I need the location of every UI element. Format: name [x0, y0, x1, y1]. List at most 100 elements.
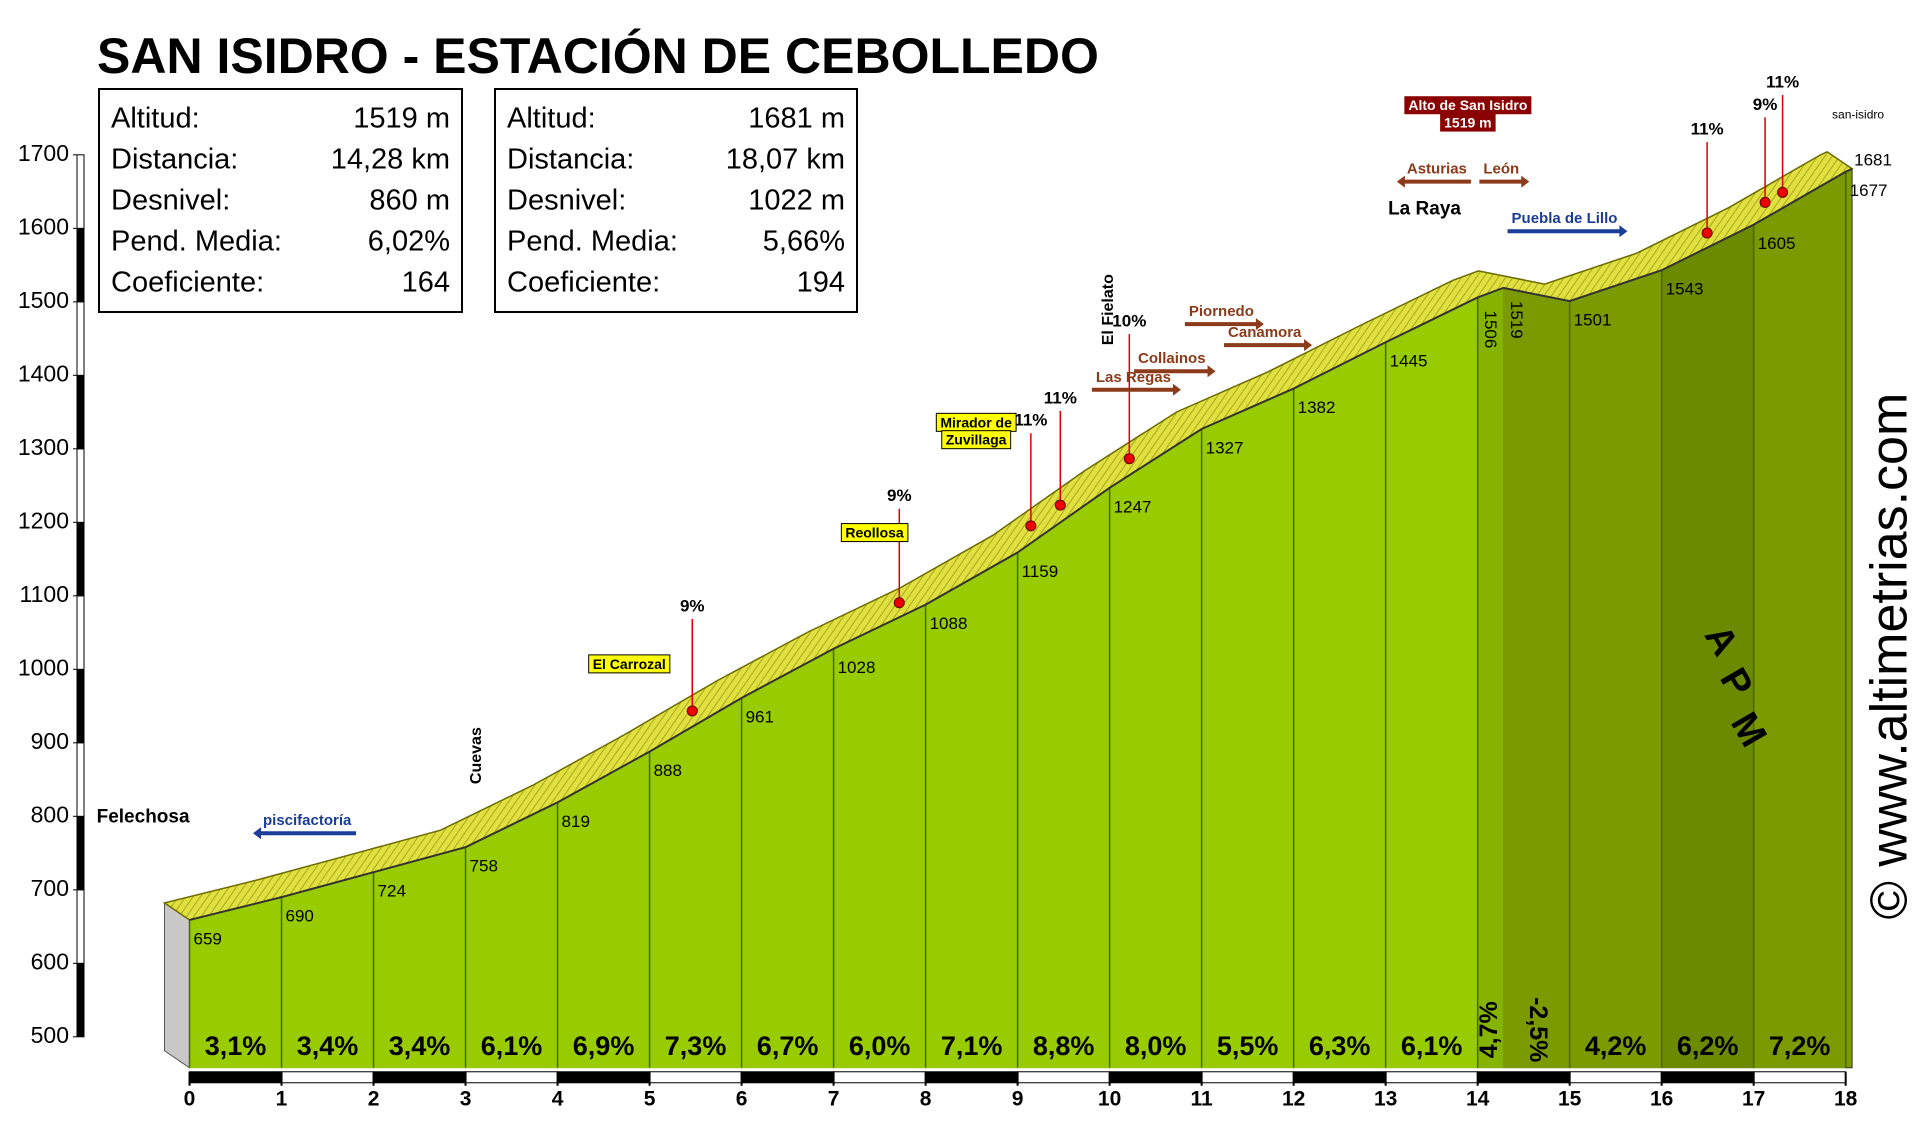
km-bar: [1385, 1071, 1479, 1084]
gradient-label: 3,4%: [297, 1031, 359, 1061]
grade-label: 11%: [1014, 411, 1047, 430]
km-bar: [649, 1071, 743, 1084]
elevation-label: 758: [470, 857, 498, 876]
gradient-segment: [1569, 269, 1663, 1069]
stat-value: 1681 m: [748, 103, 845, 135]
y-axis-bar: [76, 374, 85, 450]
y-axis-bar: [76, 154, 85, 229]
km-bar: [1477, 1071, 1571, 1084]
arrow-head: [1207, 365, 1216, 378]
elevation-label: 1543: [1666, 280, 1704, 299]
stat-label: Pend. Media:: [507, 226, 678, 258]
y-tick-label: 1100: [20, 581, 69, 607]
gradient-label: 8,0%: [1125, 1031, 1187, 1061]
gradient-label: 6,2%: [1677, 1031, 1739, 1061]
x-tick-label: 8: [920, 1087, 932, 1110]
x-tick-label: 3: [460, 1087, 472, 1110]
y-axis-bar: [76, 668, 85, 744]
x-tick-label: 4: [552, 1087, 564, 1110]
annotation: Cuevas: [468, 727, 485, 784]
elevation-label: 1677: [1850, 181, 1888, 200]
elevation-label: 1681: [1854, 150, 1892, 169]
x-tick-label: 14: [1466, 1087, 1490, 1110]
gradient-segment: [465, 801, 559, 1069]
annotation: Puebla de Lillo: [1512, 210, 1618, 227]
grade-label: 11%: [1044, 388, 1077, 407]
elevation-label: 1605: [1758, 234, 1796, 253]
label-box: [941, 430, 1012, 450]
profile-line: [189, 167, 1853, 921]
y-axis-bar: [76, 448, 85, 523]
x-tick-label: 2: [368, 1087, 380, 1110]
x-tick-label: 7: [828, 1087, 840, 1110]
grade-label: 9%: [1753, 95, 1778, 114]
gradient-segment: [1293, 341, 1387, 1069]
annotation: Mirador de: [940, 414, 1012, 430]
y-axis-bar: [76, 595, 85, 670]
y-axis-bar: [76, 227, 85, 303]
stat-label: Desnivel:: [111, 185, 230, 217]
km-bar: [741, 1071, 835, 1084]
gradient-label: 7,3%: [665, 1031, 727, 1061]
grade-dot: [686, 705, 698, 717]
gradient-segment: [557, 750, 651, 1069]
km-bar: [1753, 1071, 1847, 1084]
y-axis-bar: [76, 742, 85, 817]
stats-box: [98, 88, 463, 313]
annotation: Piornedo: [1189, 303, 1254, 320]
label-box: [1404, 96, 1532, 115]
stat-value: 164: [402, 267, 450, 299]
elevation-label: 1247: [1114, 497, 1152, 516]
km-bar: [1017, 1071, 1111, 1084]
grade-dot: [1123, 453, 1135, 465]
x-tick-label: 5: [644, 1087, 656, 1110]
gradient-label: 3,1%: [205, 1031, 267, 1061]
elevation-label: 1327: [1206, 438, 1244, 457]
annotation: El Carrozal: [593, 656, 666, 672]
stat-value: 1519 m: [353, 103, 450, 135]
x-tick-label: 9: [1012, 1087, 1024, 1110]
annotation: Zuvillaga: [946, 432, 1007, 448]
label-box: [588, 654, 671, 674]
gradient-label: 6,0%: [849, 1031, 911, 1061]
y-tick-label: 600: [31, 948, 69, 974]
annotation: La Raya: [1388, 198, 1461, 219]
km-bar: [1109, 1071, 1203, 1084]
y-tick-label: 1500: [18, 287, 69, 313]
y-tick-label: 1600: [18, 213, 69, 239]
label-box: [1440, 113, 1496, 132]
y-axis-bar: [76, 521, 85, 597]
grade-label: 9%: [680, 596, 705, 615]
elevation-label: 690: [286, 907, 314, 926]
elevation-label: 1159: [1022, 562, 1059, 581]
y-axis-bar: [76, 815, 85, 891]
gradient-label: 6,7%: [757, 1031, 819, 1061]
y-tick-label: 1400: [18, 360, 69, 386]
gradient-label: 7,1%: [941, 1031, 1003, 1061]
arrow-head: [1304, 339, 1313, 352]
y-tick-label: 900: [31, 728, 69, 754]
arrow-head: [1172, 383, 1181, 396]
arrow-head: [1255, 318, 1264, 331]
annotation: piscifactoría: [263, 812, 352, 829]
profile-end: [1845, 168, 1853, 1069]
km-bar: [1569, 1071, 1663, 1084]
grade-dot: [893, 597, 905, 609]
stat-value: 5,66%: [763, 226, 845, 258]
km-bar: [465, 1071, 559, 1084]
annotation: Alto de San Isidro: [1408, 97, 1527, 113]
gradient-label: 7,2%: [1769, 1031, 1831, 1061]
grade-label: 9%: [887, 486, 912, 505]
y-axis-bar: [76, 301, 85, 376]
elevation-label: 819: [562, 812, 590, 831]
gradient-segment: [1502, 287, 1571, 1069]
stat-label: Desnivel:: [507, 185, 626, 217]
grade-label: 11%: [1691, 120, 1724, 139]
stat-value: 14,28 km: [331, 144, 450, 176]
annotation: León: [1483, 161, 1519, 178]
gradient-label: 8,8%: [1033, 1031, 1095, 1061]
grade-dot: [1777, 186, 1789, 198]
x-tick-label: 16: [1650, 1087, 1673, 1110]
y-axis-bar: [76, 889, 85, 964]
